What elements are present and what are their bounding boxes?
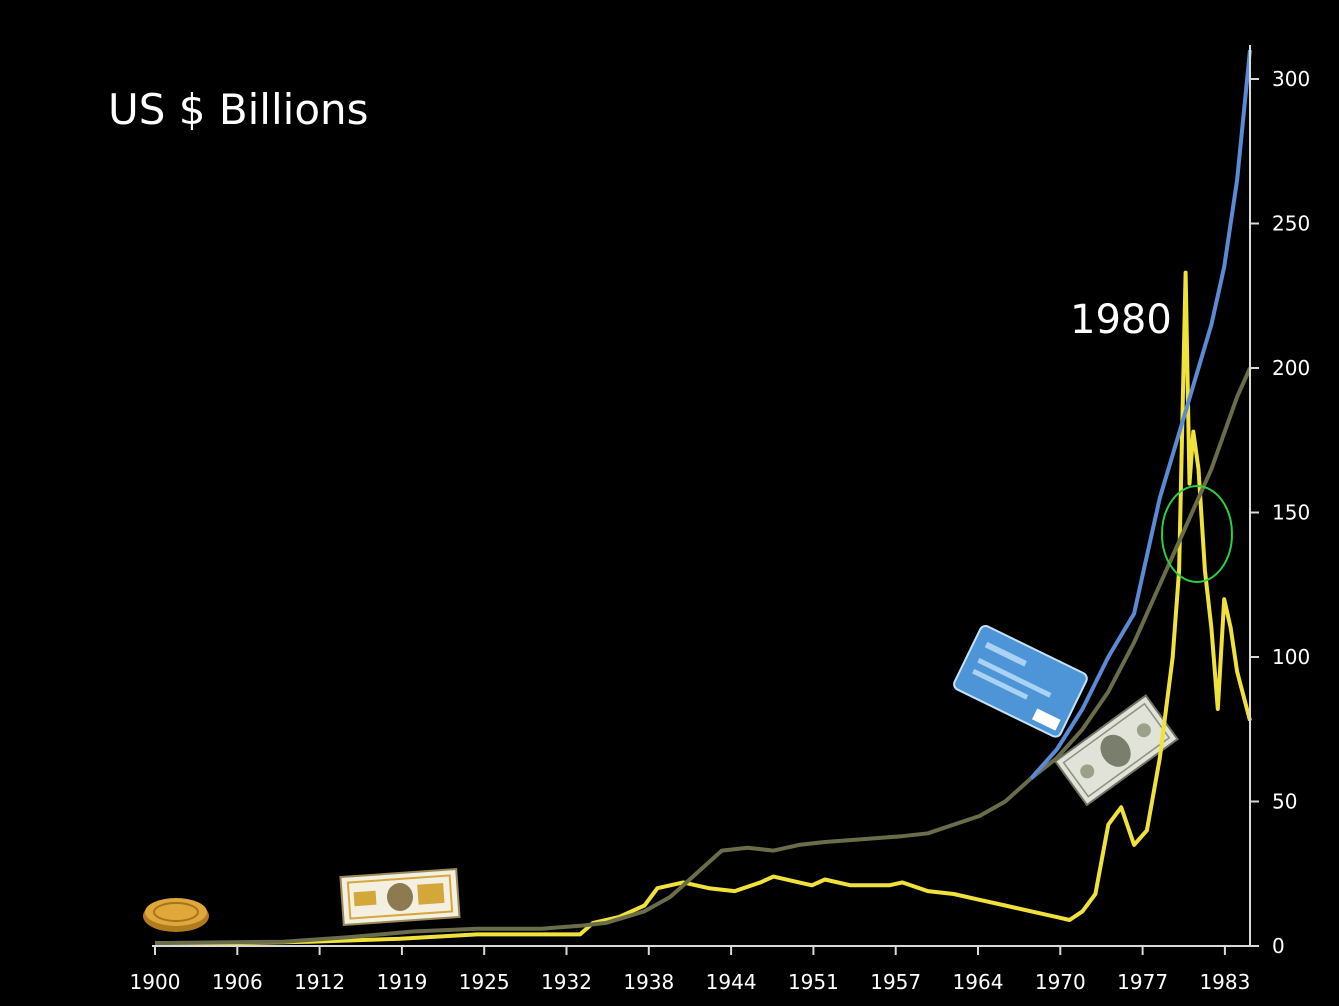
hundred-dollar-banknote-icon xyxy=(1053,694,1179,807)
x-tick-label: 1900 xyxy=(130,970,181,994)
x-tick-label: 1977 xyxy=(1117,970,1168,994)
y-tick-label: 300 xyxy=(1272,67,1310,91)
x-tick-label: 1983 xyxy=(1199,970,1250,994)
x-tick-label: 1925 xyxy=(459,970,510,994)
gold-coin-icon xyxy=(143,898,209,932)
y-tick-label: 0 xyxy=(1272,934,1285,958)
series-line-1 xyxy=(154,367,1252,946)
series-line-2 xyxy=(1029,49,1252,780)
series-line-0 xyxy=(155,270,1252,946)
x-tick-label: 1957 xyxy=(870,970,921,994)
x-tick-label: 1919 xyxy=(376,970,427,994)
gold-certificate-banknote-icon xyxy=(339,867,461,927)
x-tick-label: 1906 xyxy=(212,970,263,994)
x-tick-label: 1964 xyxy=(953,970,1004,994)
x-tick-label: 1970 xyxy=(1035,970,1086,994)
y-tick-label: 250 xyxy=(1272,212,1310,236)
annotation-1980: 1980 xyxy=(1070,297,1172,343)
x-tick-label: 1944 xyxy=(706,970,757,994)
y-tick-label: 50 xyxy=(1272,790,1297,814)
x-tick-label: 1938 xyxy=(623,970,674,994)
y-tick-label: 150 xyxy=(1272,501,1310,525)
x-tick-label: 1912 xyxy=(294,970,345,994)
x-tick-label: 1932 xyxy=(541,970,592,994)
y-tick-label: 200 xyxy=(1272,356,1310,380)
x-tick-label: 1951 xyxy=(788,970,839,994)
highlight-circle xyxy=(1161,485,1233,583)
y-tick-label: 100 xyxy=(1272,645,1310,669)
chart-title: US $ Billions xyxy=(108,85,369,134)
credit-card-icon xyxy=(953,625,1088,738)
